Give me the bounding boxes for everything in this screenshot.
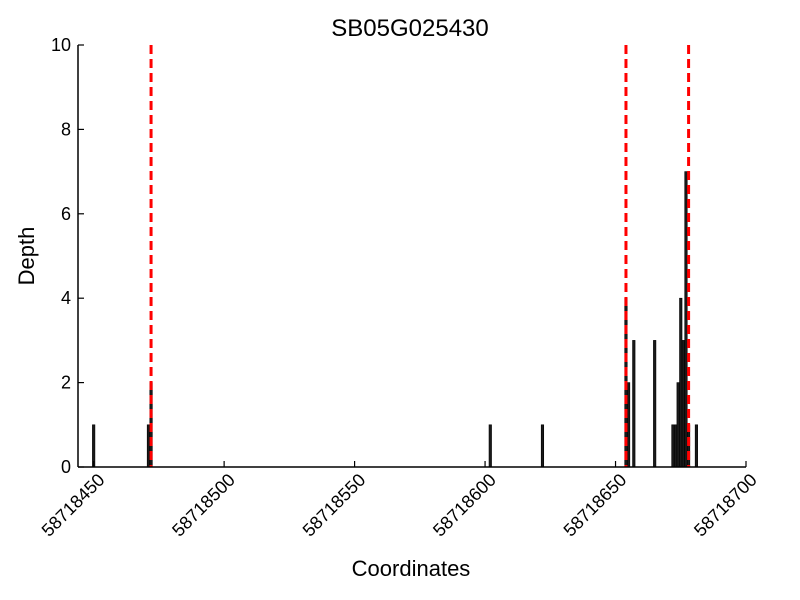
bar xyxy=(146,424,150,468)
x-tick-label: 58718500 xyxy=(168,470,239,541)
y-tick-label: 10 xyxy=(51,35,71,55)
bars-group xyxy=(92,171,698,468)
x-tick-label: 58718650 xyxy=(560,470,631,541)
bar xyxy=(694,424,698,468)
bar xyxy=(676,382,680,468)
y-tick-label: 2 xyxy=(61,373,71,393)
x-ticks-group: 58718450 58718500 58718550 58718600 58718650… xyxy=(38,461,761,540)
y-ticks-group: 0 2 4 6 8 10 xyxy=(51,35,84,477)
bar xyxy=(679,297,683,468)
bar xyxy=(540,424,545,468)
bar xyxy=(671,424,675,468)
chart-title: SB05G025430 xyxy=(331,15,488,42)
bar xyxy=(627,382,631,468)
bar xyxy=(684,171,688,468)
x-axis-label: Coordinates xyxy=(352,556,471,581)
x-tick-label: 58718700 xyxy=(690,470,761,541)
y-tick-label: 6 xyxy=(61,204,71,224)
bar xyxy=(92,424,96,468)
x-tick-label: 58718600 xyxy=(429,470,500,541)
y-tick-label: 8 xyxy=(61,119,71,139)
x-tick-label: 58718550 xyxy=(299,470,370,541)
bar xyxy=(632,340,636,468)
bar xyxy=(681,340,685,468)
y-tick-label: 0 xyxy=(61,457,71,477)
bar xyxy=(488,424,492,468)
marker-lines-group xyxy=(149,45,691,467)
x-tick-label: 58718450 xyxy=(38,470,109,541)
y-tick-label: 4 xyxy=(61,288,71,308)
y-axis-label: Depth xyxy=(14,227,39,286)
bar xyxy=(673,424,678,468)
bar xyxy=(653,340,657,468)
